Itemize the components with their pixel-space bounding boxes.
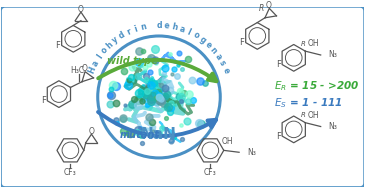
Text: o: o xyxy=(99,45,110,55)
Text: y: y xyxy=(111,35,121,45)
Text: R: R xyxy=(301,41,306,47)
Text: F: F xyxy=(56,41,60,50)
Text: o: o xyxy=(191,30,200,41)
Text: NaN: NaN xyxy=(141,127,177,142)
Text: F: F xyxy=(239,38,244,47)
FancyArrowPatch shape xyxy=(98,60,217,81)
Text: 3: 3 xyxy=(167,135,175,145)
Text: OH: OH xyxy=(307,111,319,120)
Text: $E_R$ = 15 - >200: $E_R$ = 15 - >200 xyxy=(274,80,359,93)
Text: N₃: N₃ xyxy=(247,148,256,157)
FancyBboxPatch shape xyxy=(0,6,365,188)
Text: mutant: mutant xyxy=(120,130,160,140)
Text: R: R xyxy=(301,112,306,118)
Text: CF₃: CF₃ xyxy=(204,168,217,177)
Text: H: H xyxy=(87,65,98,75)
Text: F: F xyxy=(276,60,281,69)
Text: a: a xyxy=(178,24,186,34)
Text: N₃: N₃ xyxy=(328,122,337,131)
Text: h: h xyxy=(105,40,115,50)
Text: i: i xyxy=(133,24,139,34)
Text: l: l xyxy=(186,27,192,37)
FancyArrowPatch shape xyxy=(98,112,216,136)
Text: s: s xyxy=(217,59,227,67)
Text: r: r xyxy=(125,27,133,37)
Text: h: h xyxy=(171,22,178,32)
Text: a: a xyxy=(90,59,101,68)
Text: n: n xyxy=(140,22,147,32)
Text: N₃: N₃ xyxy=(328,51,337,59)
Text: n: n xyxy=(208,45,219,55)
Text: OH: OH xyxy=(222,137,233,146)
Text: O: O xyxy=(88,127,94,136)
Text: OH: OH xyxy=(307,39,319,48)
Text: e: e xyxy=(220,66,231,74)
Text: O: O xyxy=(266,1,272,10)
Text: d: d xyxy=(156,21,162,30)
Text: O: O xyxy=(78,5,84,14)
Text: $E_S$ = 1 - 111: $E_S$ = 1 - 111 xyxy=(274,96,342,110)
Text: e: e xyxy=(203,40,213,50)
Text: R: R xyxy=(259,4,264,13)
Text: l: l xyxy=(95,53,104,60)
Text: e: e xyxy=(164,21,170,31)
Text: H₃C: H₃C xyxy=(70,66,84,75)
Text: g: g xyxy=(197,35,207,45)
Text: d: d xyxy=(118,30,127,41)
Text: O: O xyxy=(81,64,87,74)
Text: wild type: wild type xyxy=(107,56,158,66)
Text: a: a xyxy=(213,52,223,61)
Text: CF₃: CF₃ xyxy=(64,168,77,177)
Text: F: F xyxy=(41,96,46,105)
Text: F: F xyxy=(276,132,281,141)
